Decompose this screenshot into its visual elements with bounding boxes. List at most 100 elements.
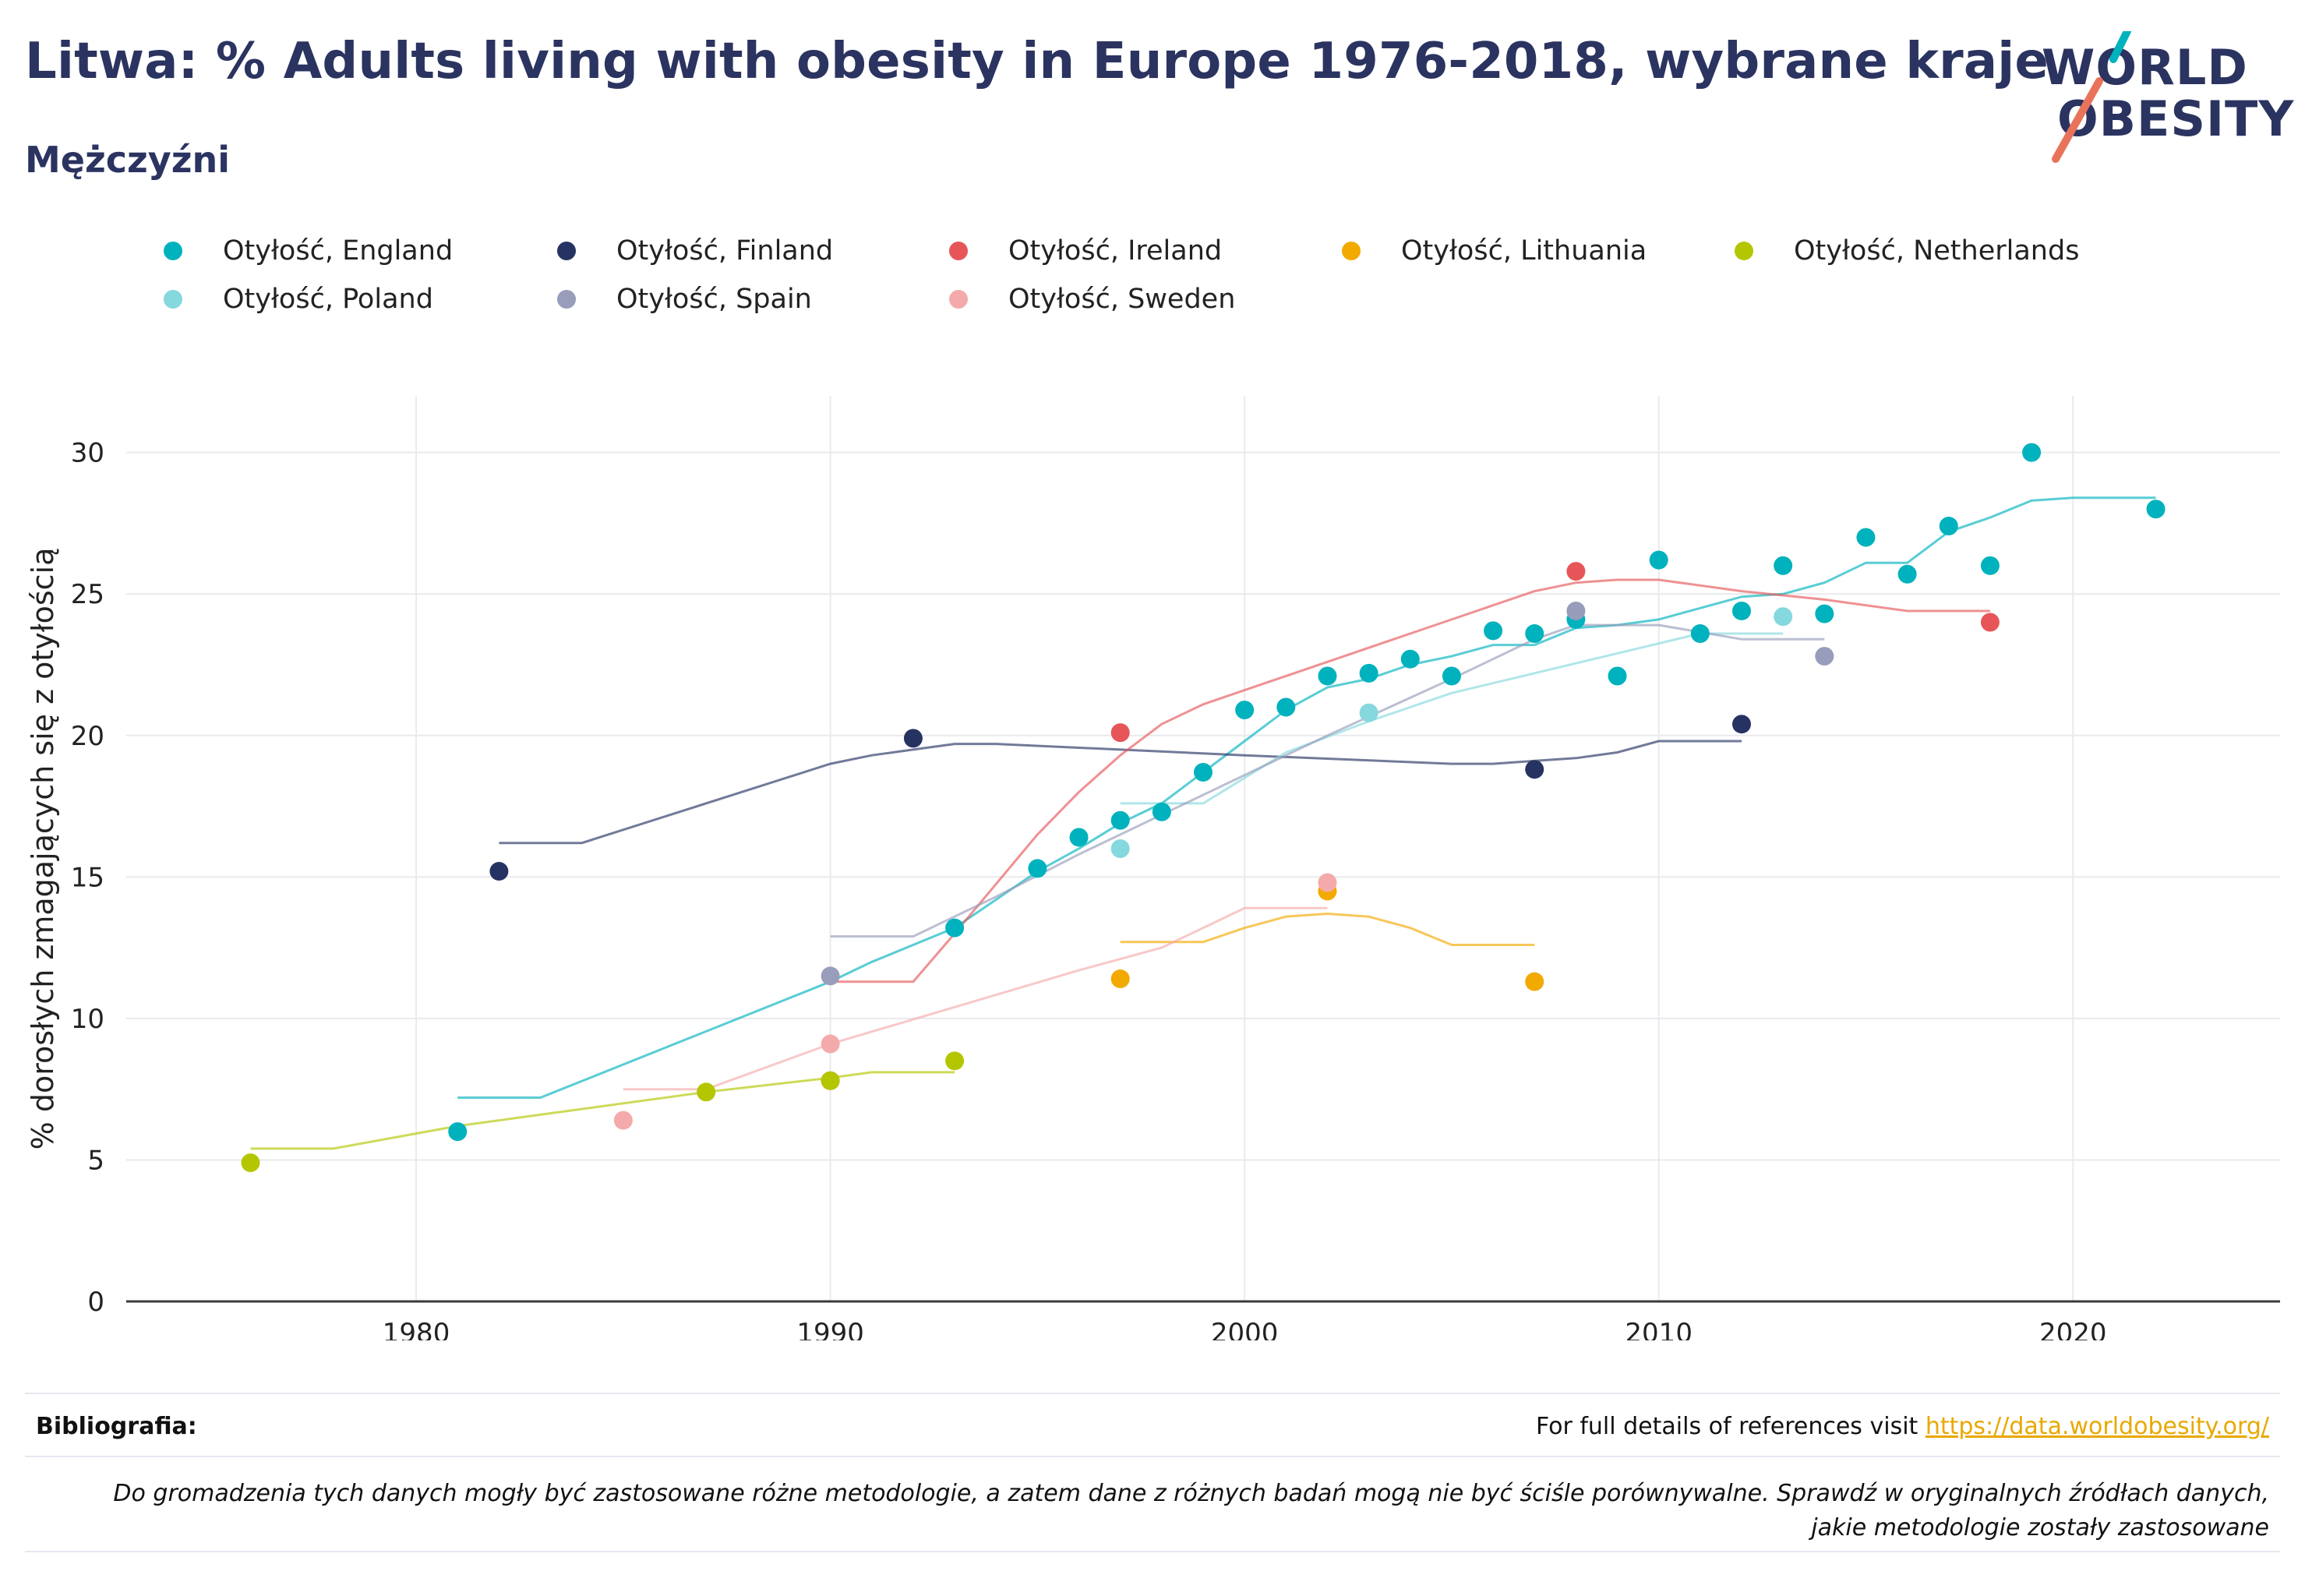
x-tick-label: 1990 — [796, 1318, 864, 1340]
legend-label: Otyłość, Ireland — [1008, 235, 1223, 267]
legend-label: Otyłość, Lithuania — [1401, 235, 1647, 267]
data-point — [241, 1153, 260, 1173]
data-point — [1856, 528, 1876, 547]
legend-item[interactable]: Otyłość, Ireland — [949, 234, 1222, 268]
data-point — [821, 1071, 840, 1090]
trend-line — [457, 496, 2156, 1099]
logo-text-obesity: OBESITY — [2057, 90, 2295, 147]
data-point — [903, 729, 923, 748]
data-point — [1525, 972, 1544, 991]
logo-slash-icon — [2052, 31, 2131, 163]
legend-item[interactable]: Otyłość, Spain — [557, 282, 812, 316]
data-point — [2146, 500, 2166, 519]
y-tick-label: 30 — [71, 438, 104, 469]
data-point — [1110, 810, 1130, 830]
legend-marker-icon — [557, 290, 576, 309]
data-point — [1110, 839, 1130, 858]
trend-line — [1120, 632, 1784, 805]
references-link[interactable]: https://data.worldobesity.org/ — [1925, 1413, 2269, 1440]
legend-label: Otyłość, Poland — [223, 284, 433, 315]
data-point — [1069, 828, 1089, 847]
references-text-prefix: For full details of references visit — [1535, 1413, 1926, 1440]
legend-marker-icon — [557, 242, 576, 260]
x-tick-label: 2010 — [1625, 1318, 1693, 1340]
data-point — [1525, 624, 1544, 644]
data-point — [1774, 607, 1793, 627]
data-point — [1608, 666, 1627, 686]
data-point — [613, 1110, 633, 1130]
data-point — [1939, 517, 1958, 536]
data-point — [821, 966, 840, 986]
data-point — [1525, 760, 1544, 779]
legend-item[interactable]: Otyłość, Finland — [557, 234, 833, 268]
logo-text-world: WORLD — [2042, 39, 2248, 96]
methodology-note: Do gromadzenia tych danych mogły być zas… — [113, 1480, 2269, 1541]
y-tick-label: 5 — [87, 1145, 104, 1176]
x-tick-label: 2000 — [1211, 1318, 1279, 1340]
references-text: For full details of references visit htt… — [1536, 1413, 2269, 1440]
y-tick-label: 20 — [71, 721, 104, 752]
y-tick-label: 15 — [71, 862, 104, 893]
data-point — [1732, 715, 1751, 734]
trend-line — [499, 740, 1742, 845]
legend-marker-icon — [1342, 242, 1361, 260]
legend-marker-icon — [949, 242, 968, 260]
x-tick-label: 1980 — [383, 1318, 450, 1340]
y-axis-title: % dorosłych zmagających się z otyłością — [26, 548, 60, 1150]
data-point — [1815, 604, 1834, 623]
legend-label: Otyłość, Sweden — [1008, 284, 1236, 315]
legend-item[interactable]: Otyłość, England — [164, 234, 453, 268]
chart-subtitle: Mężczyźni — [25, 139, 231, 181]
data-point — [1359, 703, 1378, 722]
footer-divider — [25, 1456, 2280, 1457]
data-point — [1442, 666, 1461, 686]
legend-label: Otyłość, Finland — [616, 235, 834, 267]
data-point — [697, 1082, 716, 1102]
trend-line — [830, 578, 1990, 983]
data-point — [945, 918, 965, 937]
data-point — [1566, 601, 1586, 620]
data-point — [1980, 613, 2000, 632]
data-point — [1318, 666, 1337, 686]
data-point — [489, 862, 509, 881]
legend-item[interactable]: Otyłość, Sweden — [949, 282, 1235, 316]
y-tick-label: 25 — [71, 579, 104, 610]
y-tick-label: 10 — [71, 1004, 104, 1035]
legend-marker-icon — [949, 290, 968, 309]
data-point — [1318, 873, 1337, 892]
data-point — [1359, 663, 1378, 683]
x-tick-label: 2020 — [2039, 1318, 2107, 1340]
data-point — [2022, 443, 2042, 462]
data-point — [1110, 969, 1130, 989]
chart-area: 1980 1990 2000 2010 2020 0 5 10 15 20 25 30 % dorosł… — [26, 396, 2280, 1340]
legend-item[interactable]: Otyłość, Lithuania — [1342, 234, 1647, 268]
legend-label: Otyłość, England — [223, 235, 454, 267]
trend-line — [250, 1071, 955, 1150]
chart-title: Litwa: % Adults living with obesity in E… — [25, 33, 2049, 90]
data-point — [1732, 601, 1751, 620]
data-point — [1400, 649, 1420, 669]
legend-marker-icon — [164, 242, 182, 260]
legend-item[interactable]: Otyłość, Netherlands — [1735, 234, 2079, 268]
footer-divider — [25, 1551, 2280, 1552]
data-point — [1194, 762, 1213, 782]
data-point — [1649, 550, 1668, 570]
trend-line — [623, 906, 1328, 1091]
data-point — [1566, 562, 1586, 581]
references-label: Bibliografia: — [36, 1413, 197, 1440]
data-point — [1235, 701, 1255, 720]
y-tick-label: 0 — [87, 1287, 104, 1318]
trend-line — [1120, 912, 1535, 946]
world-obesity-logo: WORLD OBESITY — [2026, 31, 2295, 171]
legend-label: Otyłość, Netherlands — [1794, 235, 2080, 267]
data-point — [821, 1034, 840, 1054]
legend-item[interactable]: Otyłość, Poland — [164, 282, 433, 316]
legend-marker-icon — [164, 290, 182, 309]
data-point — [1484, 621, 1503, 641]
data-point — [1110, 723, 1130, 743]
data-point — [1774, 556, 1793, 575]
data-point — [1690, 624, 1710, 644]
footer-divider — [25, 1393, 2280, 1394]
trend-line — [830, 623, 1825, 938]
data-point — [1980, 556, 2000, 575]
